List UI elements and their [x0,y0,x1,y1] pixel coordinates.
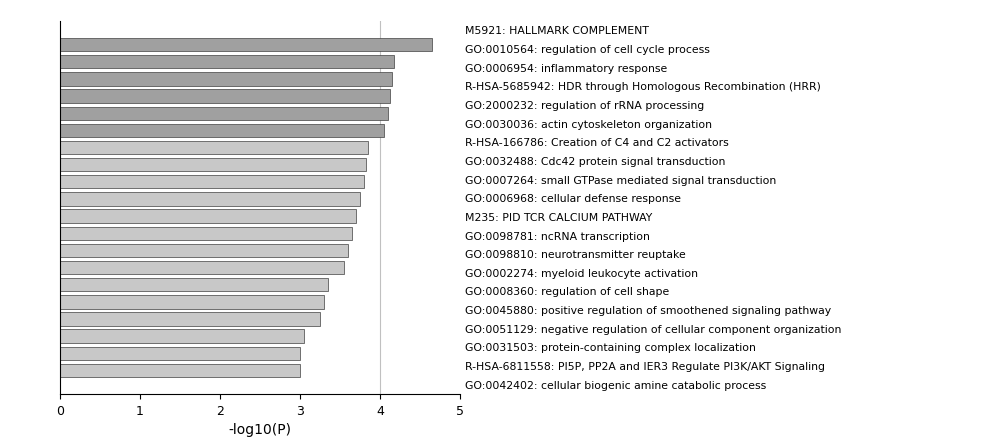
Bar [60,210,356,223]
Bar [60,279,328,292]
Text: GO:0007264: small GTPase mediated signal transduction: GO:0007264: small GTPase mediated signal… [465,175,776,185]
Text: GO:0045880: positive regulation of smoothened signaling pathway: GO:0045880: positive regulation of smoot… [465,305,831,315]
Bar [60,227,352,240]
Bar [60,124,384,138]
Text: GO:0032488: Cdc42 protein signal transduction: GO:0032488: Cdc42 protein signal transdu… [465,156,725,166]
Bar [60,90,390,103]
Text: GO:0030036: actin cytoskeleton organization: GO:0030036: actin cytoskeleton organizat… [465,119,712,129]
Text: GO:0006968: cellular defense response: GO:0006968: cellular defense response [465,194,681,204]
Text: GO:0098810: neurotransmitter reuptake: GO:0098810: neurotransmitter reuptake [465,250,686,260]
Text: GO:0098781: ncRNA transcription: GO:0098781: ncRNA transcription [465,231,650,241]
Bar [60,159,366,172]
Bar [60,107,388,120]
Bar [60,364,300,377]
Bar [60,244,348,258]
Bar [60,347,300,360]
Text: GO:0051129: negative regulation of cellular component organization: GO:0051129: negative regulation of cellu… [465,324,841,334]
Bar [60,141,368,155]
Bar [60,39,432,52]
Text: GO:2000232: regulation of rRNA processing: GO:2000232: regulation of rRNA processin… [465,101,704,111]
Text: M5921: HALLMARK COMPLEMENT: M5921: HALLMARK COMPLEMENT [465,26,649,36]
Bar [60,330,304,343]
Text: R-HSA-166786: Creation of C4 and C2 activators: R-HSA-166786: Creation of C4 and C2 acti… [465,138,729,148]
Text: GO:0008360: regulation of cell shape: GO:0008360: regulation of cell shape [465,287,669,297]
Text: GO:0002274: myeloid leukocyte activation: GO:0002274: myeloid leukocyte activation [465,268,698,278]
Text: GO:0010564: regulation of cell cycle process: GO:0010564: regulation of cell cycle pro… [465,45,710,55]
Text: M235: PID TCR CALCIUM PATHWAY: M235: PID TCR CALCIUM PATHWAY [465,212,652,223]
Bar [60,176,364,189]
Text: GO:0031503: protein-containing complex localization: GO:0031503: protein-containing complex l… [465,343,756,353]
Bar [60,313,320,326]
Text: R-HSA-6811558: PI5P, PP2A and IER3 Regulate PI3K/AKT Signaling: R-HSA-6811558: PI5P, PP2A and IER3 Regul… [465,361,825,371]
Text: R-HSA-5685942: HDR through Homologous Recombination (HRR): R-HSA-5685942: HDR through Homologous Re… [465,82,821,92]
Bar [60,56,394,69]
Bar [60,296,324,309]
Text: GO:0042402: cellular biogenic amine catabolic process: GO:0042402: cellular biogenic amine cata… [465,380,766,390]
Bar [60,73,392,86]
Text: GO:0006954: inflammatory response: GO:0006954: inflammatory response [465,64,667,74]
Bar [60,261,344,275]
Bar [60,193,360,206]
X-axis label: -log10(P): -log10(P) [228,422,292,436]
